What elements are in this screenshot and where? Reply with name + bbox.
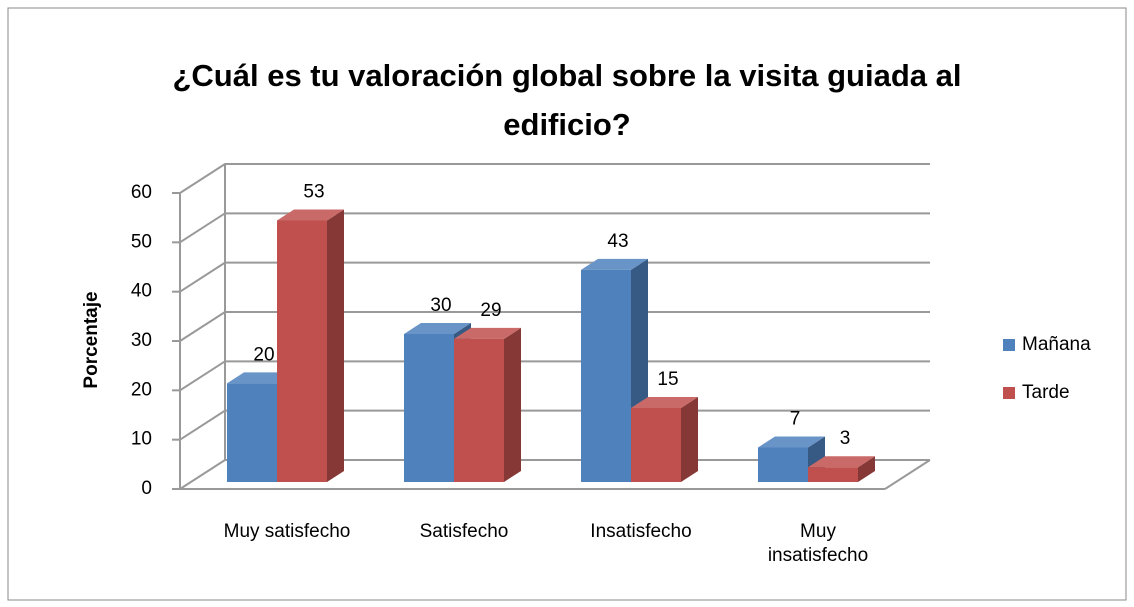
y-tick-label: 10 (131, 429, 152, 450)
chart-border (7, 7, 1127, 601)
legend-label: Tarde (1022, 382, 1070, 403)
grid-line (179, 360, 930, 392)
chart-title: edificio? (503, 107, 630, 142)
value-label: 53 (303, 182, 324, 203)
bar (454, 327, 521, 482)
y-axis-label: Porcentaje (81, 291, 102, 388)
y-tick-label: 20 (131, 379, 152, 400)
x-tick-label: Muy satisfecho (223, 521, 351, 542)
y-tick-label: 60 (131, 182, 152, 203)
value-label: 20 (253, 344, 274, 365)
bar-side (327, 209, 344, 483)
value-label: 3 (840, 428, 851, 449)
bar-front (631, 408, 681, 482)
bar-top (631, 397, 698, 408)
bar-front (277, 220, 327, 483)
bar-side (681, 397, 698, 482)
value-label: 7 (790, 408, 801, 429)
bar-front (454, 338, 504, 482)
bar-top (758, 436, 825, 448)
bar-top (404, 323, 471, 334)
value-label: 29 (480, 300, 501, 321)
legend-swatch (1003, 387, 1015, 399)
value-label: 30 (430, 295, 451, 316)
legend-swatch (1003, 339, 1015, 351)
x-tick-label: Insatisfecho (590, 521, 692, 542)
legend-label: Mañana (1022, 334, 1091, 355)
bar-top (808, 456, 875, 468)
grid-line (179, 163, 930, 194)
bar (631, 397, 698, 482)
bar-side (504, 327, 521, 482)
bar (808, 456, 875, 482)
x-tick-label: Satisfecho (419, 521, 509, 542)
y-tick-label: 50 (131, 231, 152, 252)
floor-edge (884, 459, 931, 490)
bar-front (758, 447, 808, 482)
x-tick-label: Muy insatisfecho (767, 521, 869, 566)
y-tick-label: 30 (131, 330, 152, 351)
value-label: 15 (657, 369, 678, 390)
bar-front (808, 467, 858, 482)
bar-top (454, 327, 521, 339)
bar-front (404, 334, 454, 482)
bar-front (227, 383, 277, 482)
value-label: 43 (607, 231, 628, 252)
bar-top (277, 209, 344, 221)
chart-title: ¿Cuál es tu valoración global sobre la v… (172, 58, 961, 93)
grid-line (179, 212, 930, 244)
grid-line (179, 261, 930, 293)
bar-side (858, 456, 875, 482)
bar-front (581, 269, 631, 482)
bar (277, 209, 344, 483)
grid-line (179, 311, 930, 342)
bar-top (581, 258, 648, 270)
y-tick-label: 0 (141, 478, 152, 499)
y-tick-label: 40 (131, 281, 152, 302)
